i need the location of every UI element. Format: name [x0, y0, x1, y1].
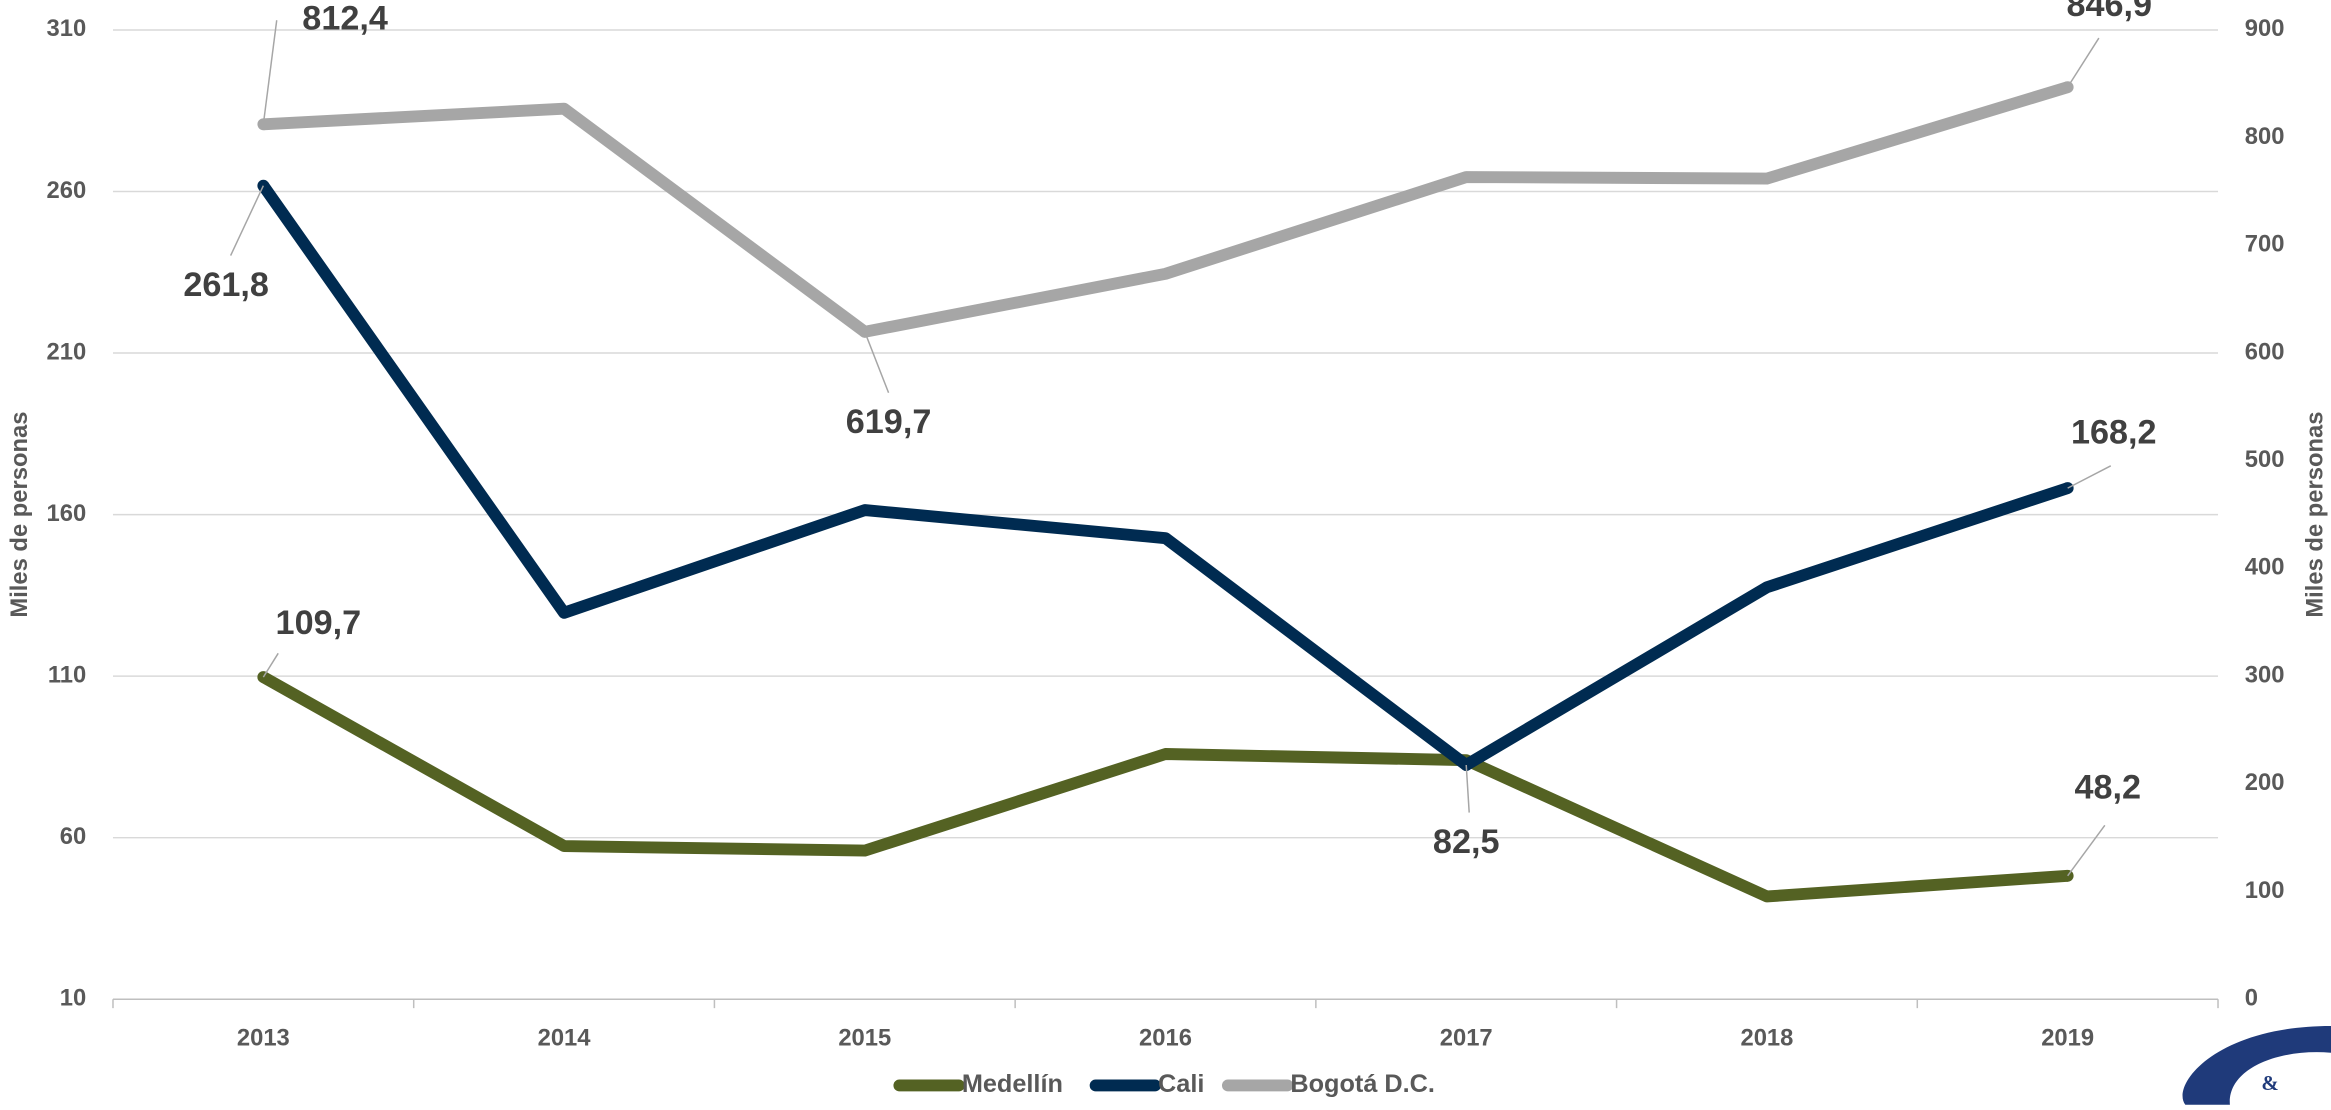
x-tick-label: 2014	[538, 1025, 592, 1052]
x-tick-label: 2013	[237, 1025, 290, 1052]
y2-tick-label: 600	[2245, 338, 2285, 365]
y2-tick-label: 400	[2245, 554, 2285, 581]
x-tick-label: 2017	[1440, 1025, 1493, 1052]
y-tick-label: 10	[60, 985, 86, 1012]
logo: &	[2182, 1025, 2331, 1105]
point	[858, 325, 871, 338]
x-tick-label: 2019	[2041, 1025, 2094, 1052]
point	[257, 671, 270, 684]
x-tick-label: 2015	[838, 1025, 891, 1052]
y-axis-title: Miles de personas	[6, 412, 33, 618]
legend-label: Cali	[1158, 1070, 1204, 1098]
y2-tick-label: 700	[2245, 231, 2285, 258]
leader-line	[1465, 764, 1470, 813]
y-tick-label: 310	[47, 15, 87, 42]
y-tick-label: 60	[60, 823, 86, 850]
y2-axis-title: Miles de personas	[2301, 412, 2328, 618]
data-label: 109,7	[276, 604, 362, 642]
y2-tick-label: 900	[2245, 15, 2285, 42]
data-label: 168,2	[2071, 414, 2157, 452]
y2-tick-label: 500	[2245, 446, 2285, 473]
leader-line	[864, 331, 890, 394]
y-tick-label: 160	[47, 500, 87, 527]
leader-line	[229, 185, 265, 256]
leader-line	[262, 652, 279, 678]
series-line	[258, 182, 2070, 771]
data-label: 846,9	[2067, 0, 2153, 24]
series-line	[263, 81, 2070, 338]
x-tick-label: 2016	[1139, 1025, 1192, 1052]
leader-line	[2067, 465, 2112, 489]
x-tick-label: 2018	[1741, 1025, 1794, 1052]
leader-line	[262, 20, 278, 125]
y2-tick-label: 0	[2245, 985, 2258, 1012]
data-label: 619,7	[846, 403, 932, 441]
series-line	[260, 671, 2069, 903]
data-label: 48,2	[2075, 769, 2142, 807]
leader-line	[2067, 37, 2100, 88]
y-tick-label: 210	[47, 338, 87, 365]
y-tick-label: 110	[48, 661, 86, 688]
y2-tick-label: 100	[2245, 877, 2285, 904]
data-label: 812,4	[302, 0, 388, 37]
point	[257, 179, 270, 192]
logo-text: &	[2261, 1071, 2278, 1095]
legend-label: Medellín	[962, 1070, 1063, 1098]
y2-tick-label: 300	[2245, 661, 2285, 688]
data-label: 82,5	[1433, 823, 1500, 861]
y-tick-label: 260	[47, 177, 87, 204]
logo-shape	[2182, 1025, 2331, 1105]
point	[2061, 81, 2074, 94]
y2-tick-label: 200	[2245, 769, 2285, 796]
data-label: 261,8	[183, 266, 269, 304]
y2-tick-label: 800	[2245, 123, 2285, 150]
leader-line	[2067, 824, 2106, 877]
legend-label: Bogotá D.C.	[1290, 1070, 1435, 1098]
